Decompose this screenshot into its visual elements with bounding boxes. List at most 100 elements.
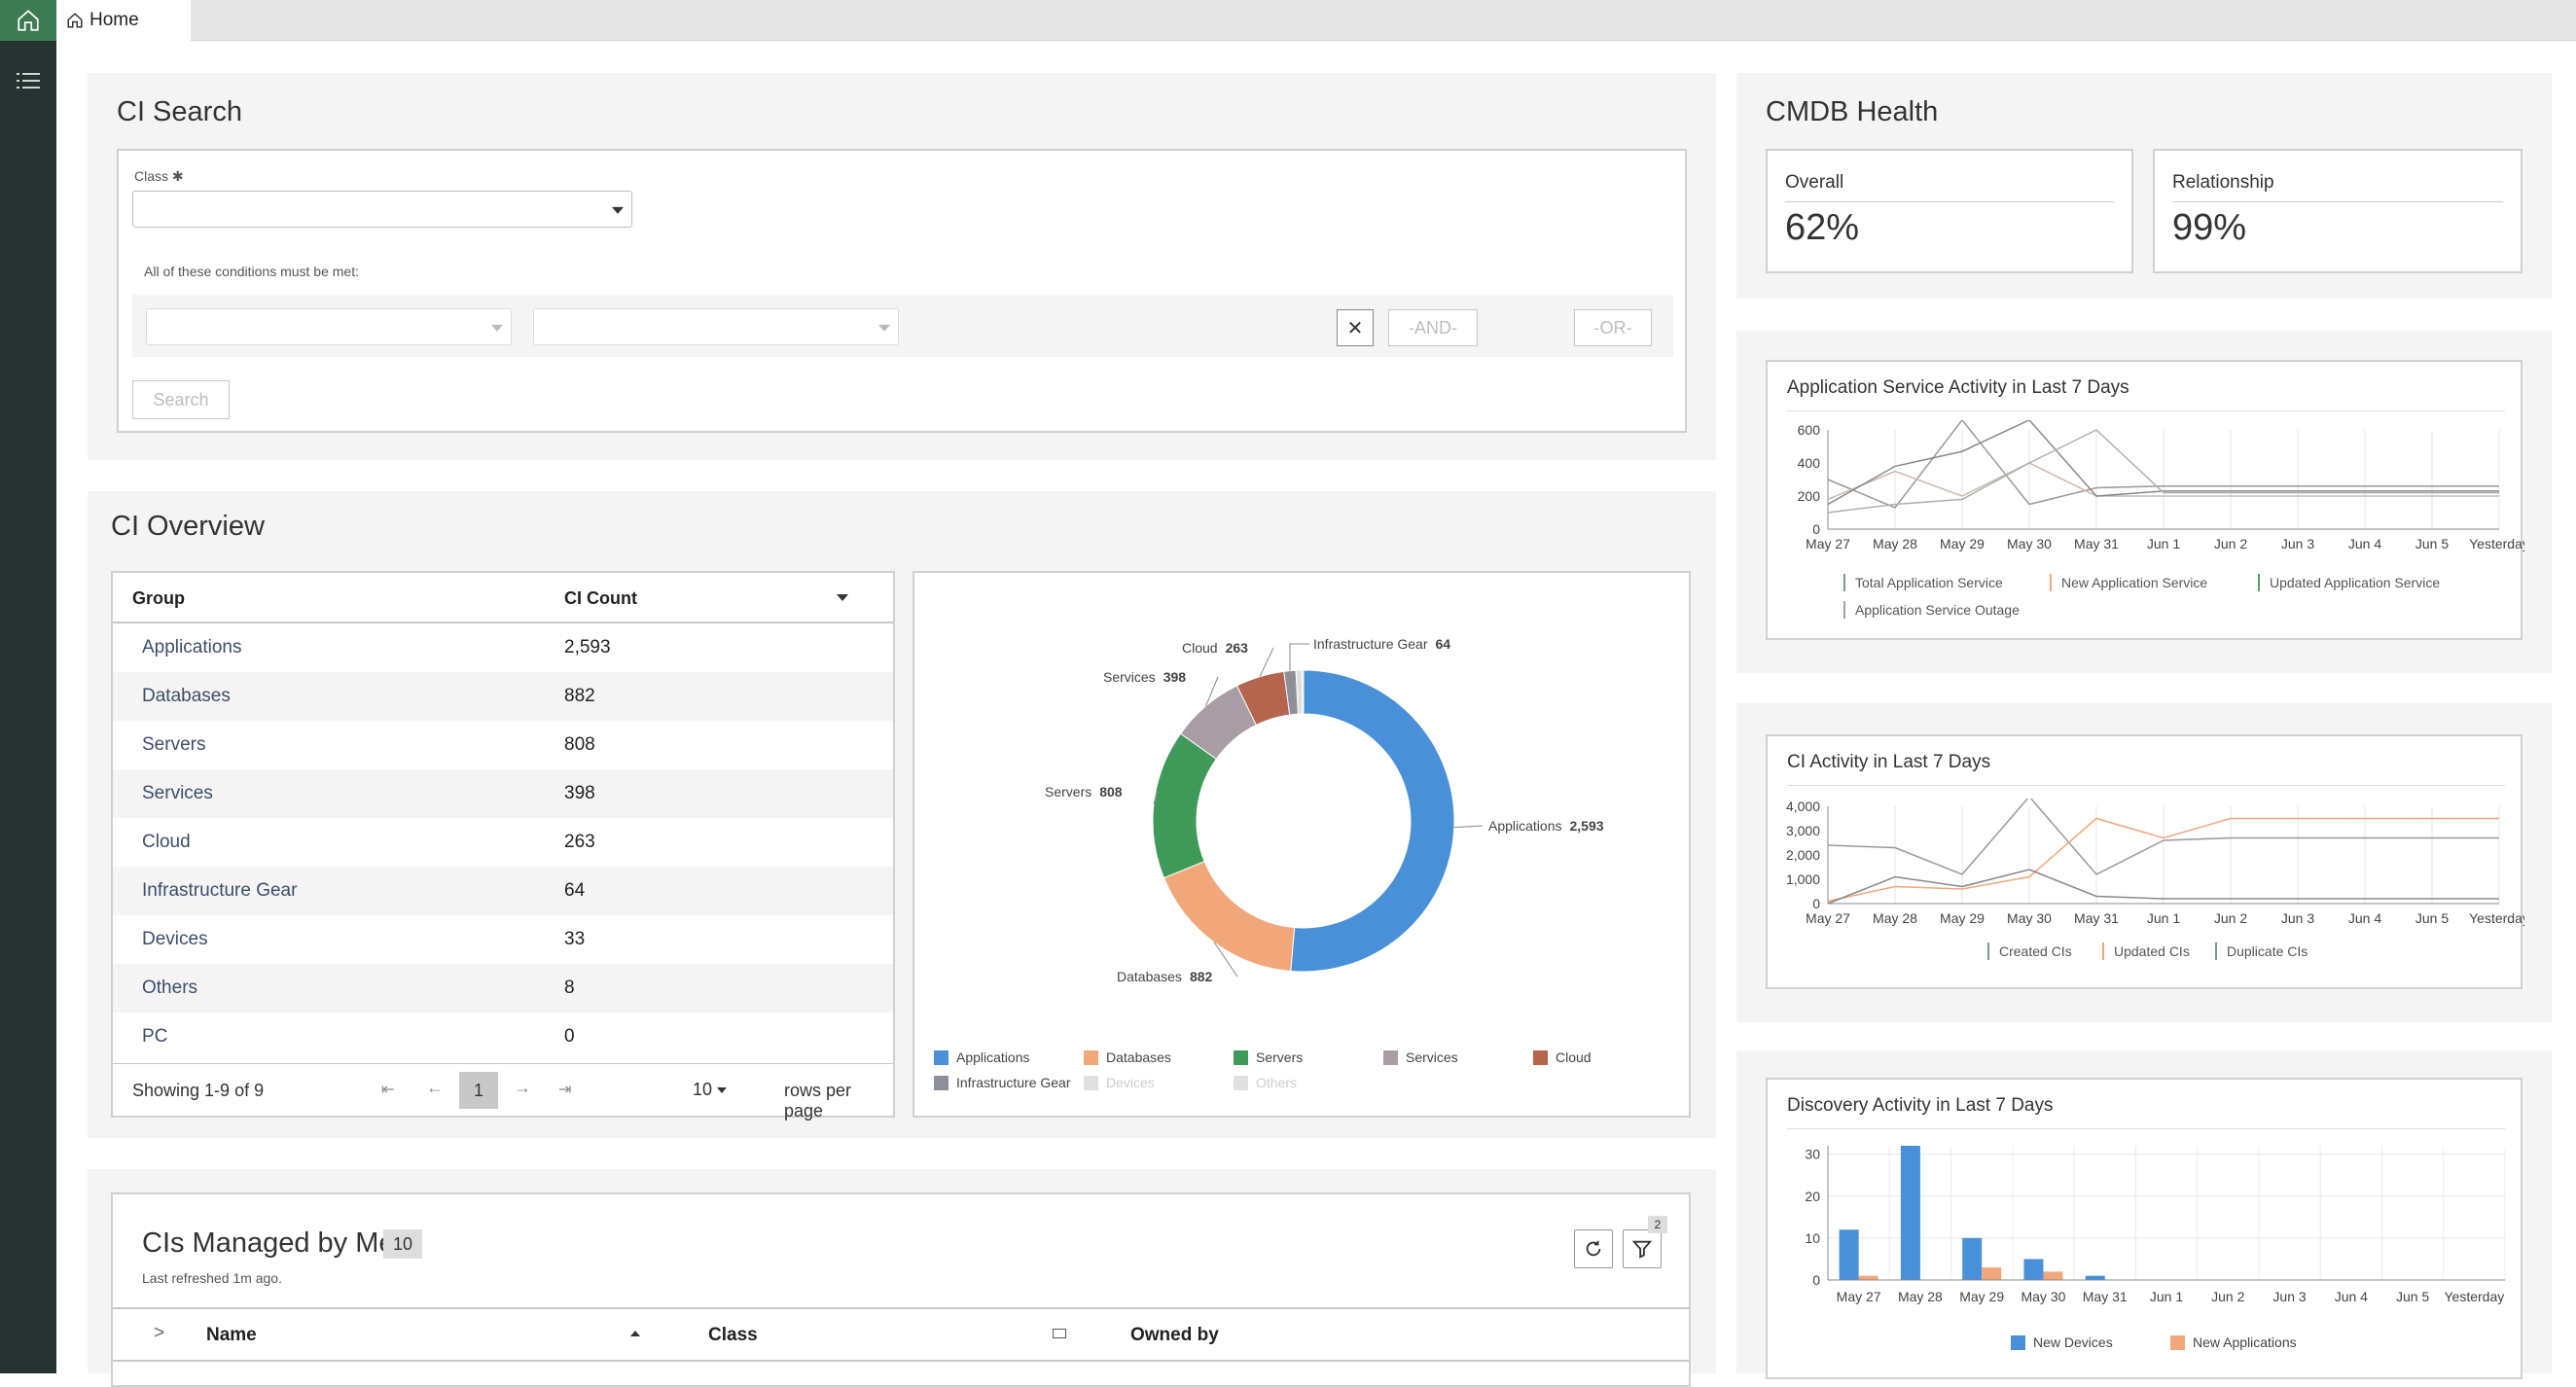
x-tick-label: May 27: [1837, 1289, 1881, 1304]
table-row[interactable]: Databases 882: [113, 672, 893, 721]
donut-legend-item[interactable]: Infrastructure Gear: [934, 1075, 1071, 1090]
row-group[interactable]: Databases: [142, 686, 231, 706]
discovery-activity-card: Discovery Activity in Last 7 Days 0 10 20 3…: [1766, 1078, 2522, 1379]
condition-field-select[interactable]: [146, 308, 512, 345]
first-page-icon[interactable]: ⇤: [381, 1082, 395, 1098]
remove-condition-button[interactable]: ✕: [1337, 309, 1374, 346]
ci-overview-title: CI Overview: [111, 511, 265, 542]
next-page-icon[interactable]: →: [514, 1078, 531, 1097]
discovery-bar-chart: 0 10 20 30 May 27 May 28 May 29 May 30 May 31 Jun…: [1805, 1146, 2506, 1304]
expand-chevron-icon[interactable]: >: [154, 1323, 165, 1343]
legend-updated-app-service[interactable]: Updated Application Service: [2258, 574, 2440, 591]
row-group[interactable]: Devices: [142, 929, 208, 949]
row-group[interactable]: Applications: [142, 637, 242, 658]
donut-legend-item[interactable]: Databases: [1084, 1049, 1171, 1065]
row-group[interactable]: Others: [142, 978, 198, 998]
row-group[interactable]: PC: [142, 1026, 168, 1047]
column-menu-icon[interactable]: [1053, 1329, 1066, 1338]
legend-new-devices[interactable]: New Devices: [2011, 1334, 2113, 1350]
current-page[interactable]: 1: [459, 1072, 498, 1109]
x-tick-label: May 29: [1940, 536, 1985, 551]
and-button[interactable]: -AND-: [1388, 309, 1478, 346]
leader-line: [1453, 825, 1484, 829]
row-group[interactable]: Services: [142, 783, 213, 803]
x-tick-label: Jun 5: [2415, 910, 2449, 926]
last-page-icon[interactable]: ⇥: [558, 1082, 572, 1098]
table-row[interactable]: Cloud 263: [113, 818, 893, 867]
col-class[interactable]: Class: [708, 1325, 758, 1345]
per-page-select[interactable]: 10: [693, 1080, 728, 1100]
donut-legend-item[interactable]: Others: [1234, 1075, 1297, 1090]
x-tick-label: Yesterday: [2469, 536, 2524, 551]
donut-legend-item[interactable]: Cloud: [1533, 1049, 1592, 1065]
table-row[interactable]: Devices 33: [113, 915, 893, 964]
bar: [2043, 1271, 2063, 1280]
donut-legend-item[interactable]: Services: [1383, 1049, 1458, 1065]
row-group[interactable]: Cloud: [142, 832, 191, 852]
x-tick-label: May 29: [1940, 910, 1985, 926]
overall-value: 62%: [1785, 207, 1860, 248]
relationship-health-card[interactable]: Relationship 99%: [2153, 149, 2522, 273]
legend-duplicate-cis[interactable]: Duplicate CIs: [2215, 942, 2308, 960]
table-row[interactable]: Servers 808: [113, 721, 893, 769]
donut-legend-item[interactable]: Servers: [1234, 1049, 1303, 1065]
filter-button[interactable]: [1623, 1229, 1662, 1268]
row-group[interactable]: Infrastructure Gear: [142, 880, 298, 901]
table-row[interactable]: PC 0: [113, 1013, 893, 1061]
col-owned-by[interactable]: Owned by: [1130, 1325, 1219, 1345]
cis-managed-panel: CIs Managed by Me 10 Last refreshed 1m a…: [88, 1169, 1716, 1387]
x-tick-label: Jun 3: [2272, 1289, 2306, 1304]
cmdb-health-title: CMDB Health: [1766, 96, 1939, 127]
prev-page-icon[interactable]: ←: [426, 1078, 444, 1097]
donut-legend-item[interactable]: Applications: [934, 1049, 1030, 1065]
legend-new-app-service[interactable]: New Application Service: [2050, 574, 2207, 591]
table-row[interactable]: Applications 2,593: [113, 623, 893, 672]
x-tick-label: Yesterday: [2469, 910, 2524, 926]
sort-caret-icon[interactable]: [837, 594, 848, 601]
donut-label-value: 398: [1163, 669, 1187, 685]
bar: [2023, 1259, 2044, 1280]
y-tick-label: 1,000: [1786, 871, 1820, 887]
x-tick-label: Jun 4: [2348, 910, 2381, 926]
legend-total-app-service[interactable]: Total Application Service: [1843, 574, 2003, 591]
tab-home[interactable]: Home: [56, 0, 191, 41]
row-count: 263: [564, 832, 595, 852]
y-tick-label: 0: [1812, 896, 1820, 911]
bar: [1858, 1275, 1878, 1280]
table-row[interactable]: Services 398: [113, 769, 893, 818]
bar: [1962, 1237, 1983, 1280]
cis-managed-card: CIs Managed by Me 10 Last refreshed 1m a…: [111, 1192, 1691, 1387]
legend-app-service-outage[interactable]: Application Service Outage: [1843, 601, 2020, 619]
legend-swatch: [1383, 1049, 1398, 1065]
ci-overview-table: Group CI Count Applications 2,593 Database…: [111, 571, 895, 1120]
leader-line: [1153, 791, 1159, 804]
col-name[interactable]: Name: [206, 1325, 257, 1345]
leader-line: [1259, 647, 1274, 677]
table-row[interactable]: Others 8: [113, 964, 893, 1013]
ci-search-form: Class ✱ All of these conditions must be …: [117, 149, 1687, 433]
row-group[interactable]: Servers: [142, 734, 206, 755]
legend-updated-cis[interactable]: Updated CIs: [2102, 942, 2190, 960]
legend-new-applications[interactable]: New Applications: [2170, 1334, 2297, 1350]
class-select[interactable]: [132, 191, 632, 228]
donut-legend-item[interactable]: Devices: [1084, 1075, 1155, 1090]
sort-up-icon[interactable]: [630, 1331, 640, 1336]
x-tick-label: May 30: [2021, 1289, 2065, 1304]
x-tick-label: May 29: [1959, 1289, 2004, 1304]
or-button[interactable]: -OR-: [1574, 309, 1652, 346]
overall-health-card[interactable]: Overall 62%: [1766, 149, 2133, 273]
donut-slice: [1290, 669, 1455, 973]
menu-list-button[interactable]: [14, 66, 43, 95]
legend-created-cis[interactable]: Created CIs: [1987, 942, 2072, 960]
x-tick-label: Jun 3: [2281, 910, 2314, 926]
table-row[interactable]: Infrastructure Gear 64: [113, 867, 893, 915]
refresh-button[interactable]: [1574, 1229, 1613, 1268]
col-group[interactable]: Group: [132, 588, 185, 608]
home-nav-button[interactable]: [0, 0, 56, 41]
legend-swatch: [1084, 1049, 1098, 1065]
ci-search-title: CI Search: [117, 96, 242, 127]
search-button[interactable]: Search: [132, 380, 230, 419]
donut-label-value: 882: [1190, 969, 1213, 984]
col-ci-count[interactable]: CI Count: [564, 588, 637, 608]
condition-operator-select[interactable]: [533, 308, 899, 345]
